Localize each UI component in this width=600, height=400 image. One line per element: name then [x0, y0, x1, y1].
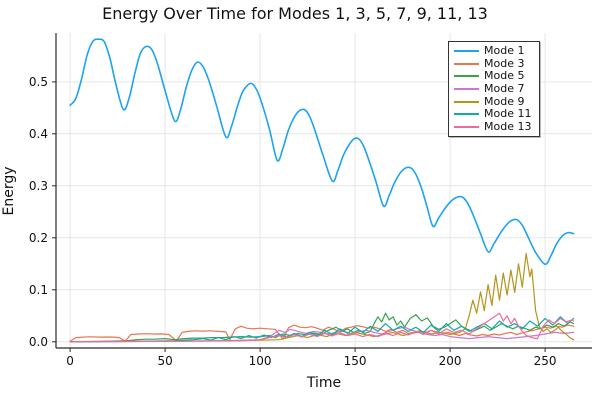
x-tick-label: 150 [344, 354, 367, 368]
x-axis-label: Time [306, 375, 342, 391]
legend-line-swatch [454, 125, 479, 128]
legend-entry-mode-3: Mode 3 [454, 56, 531, 71]
y-tick-label: 0.4 [29, 127, 48, 141]
legend-box: Mode 1 Mode 3 Mode 5 Mode 7 Mode 9 Mode 11 Mod… [448, 41, 541, 138]
axes [52, 33, 592, 352]
legend-line-swatch [454, 75, 479, 78]
y-tick-label: 0.5 [29, 75, 48, 89]
series-line-mode-11 [69, 316, 575, 343]
x-tick-label: 100 [249, 354, 272, 368]
data-series [69, 38, 575, 343]
x-tick-label: 250 [534, 354, 557, 368]
legend-entry-mode-13: Mode 13 [454, 119, 532, 134]
legend-label: Mode 9 [484, 94, 525, 108]
legend-line-swatch [454, 113, 479, 116]
legend-entry-mode-7: Mode 7 [454, 83, 531, 96]
x-tick-label: 50 [157, 354, 172, 368]
x-tick-label: 200 [439, 354, 462, 368]
series-line-mode-1 [69, 38, 575, 266]
legend-line-swatch [454, 100, 479, 103]
legend-entry-mode-11: Mode 11 [454, 108, 531, 121]
legend-entry-mode-5: Mode 5 [454, 70, 531, 83]
series-line-mode-9 [69, 252, 575, 343]
legend-label: Mode 11 [484, 107, 532, 121]
legend-label: Mode 1 [484, 44, 525, 58]
legend-label: Mode 7 [484, 82, 525, 96]
legend-line-swatch [454, 50, 479, 53]
legend-label: Mode 5 [484, 69, 525, 83]
series-line-mode-13 [69, 312, 575, 343]
chart-title: Energy Over Time for Modes 1, 3, 5, 7, 9… [102, 4, 488, 23]
legend-line-swatch [454, 62, 479, 65]
legend-entry-mode-9: Mode 9 [454, 95, 531, 108]
legend-line-swatch [454, 88, 479, 91]
y-tick-label: 0.0 [29, 335, 48, 349]
legend-label: Mode 13 [484, 119, 532, 133]
series-line-mode-7 [69, 326, 575, 343]
series-line-mode-5 [69, 312, 575, 343]
y-tick-label: 0.2 [29, 231, 48, 245]
y-tick-label: 0.3 [29, 179, 48, 193]
legend-label: Mode 3 [484, 56, 525, 70]
x-tick-label: 0 [66, 354, 74, 368]
tick-labels: 0 50 100 150 200 250 0.0 0.1 0.2 0.3 0.4 0.5 [29, 75, 557, 368]
legend-entry-mode-1: Mode 1 [454, 45, 531, 58]
y-tick-label: 0.1 [29, 283, 48, 297]
